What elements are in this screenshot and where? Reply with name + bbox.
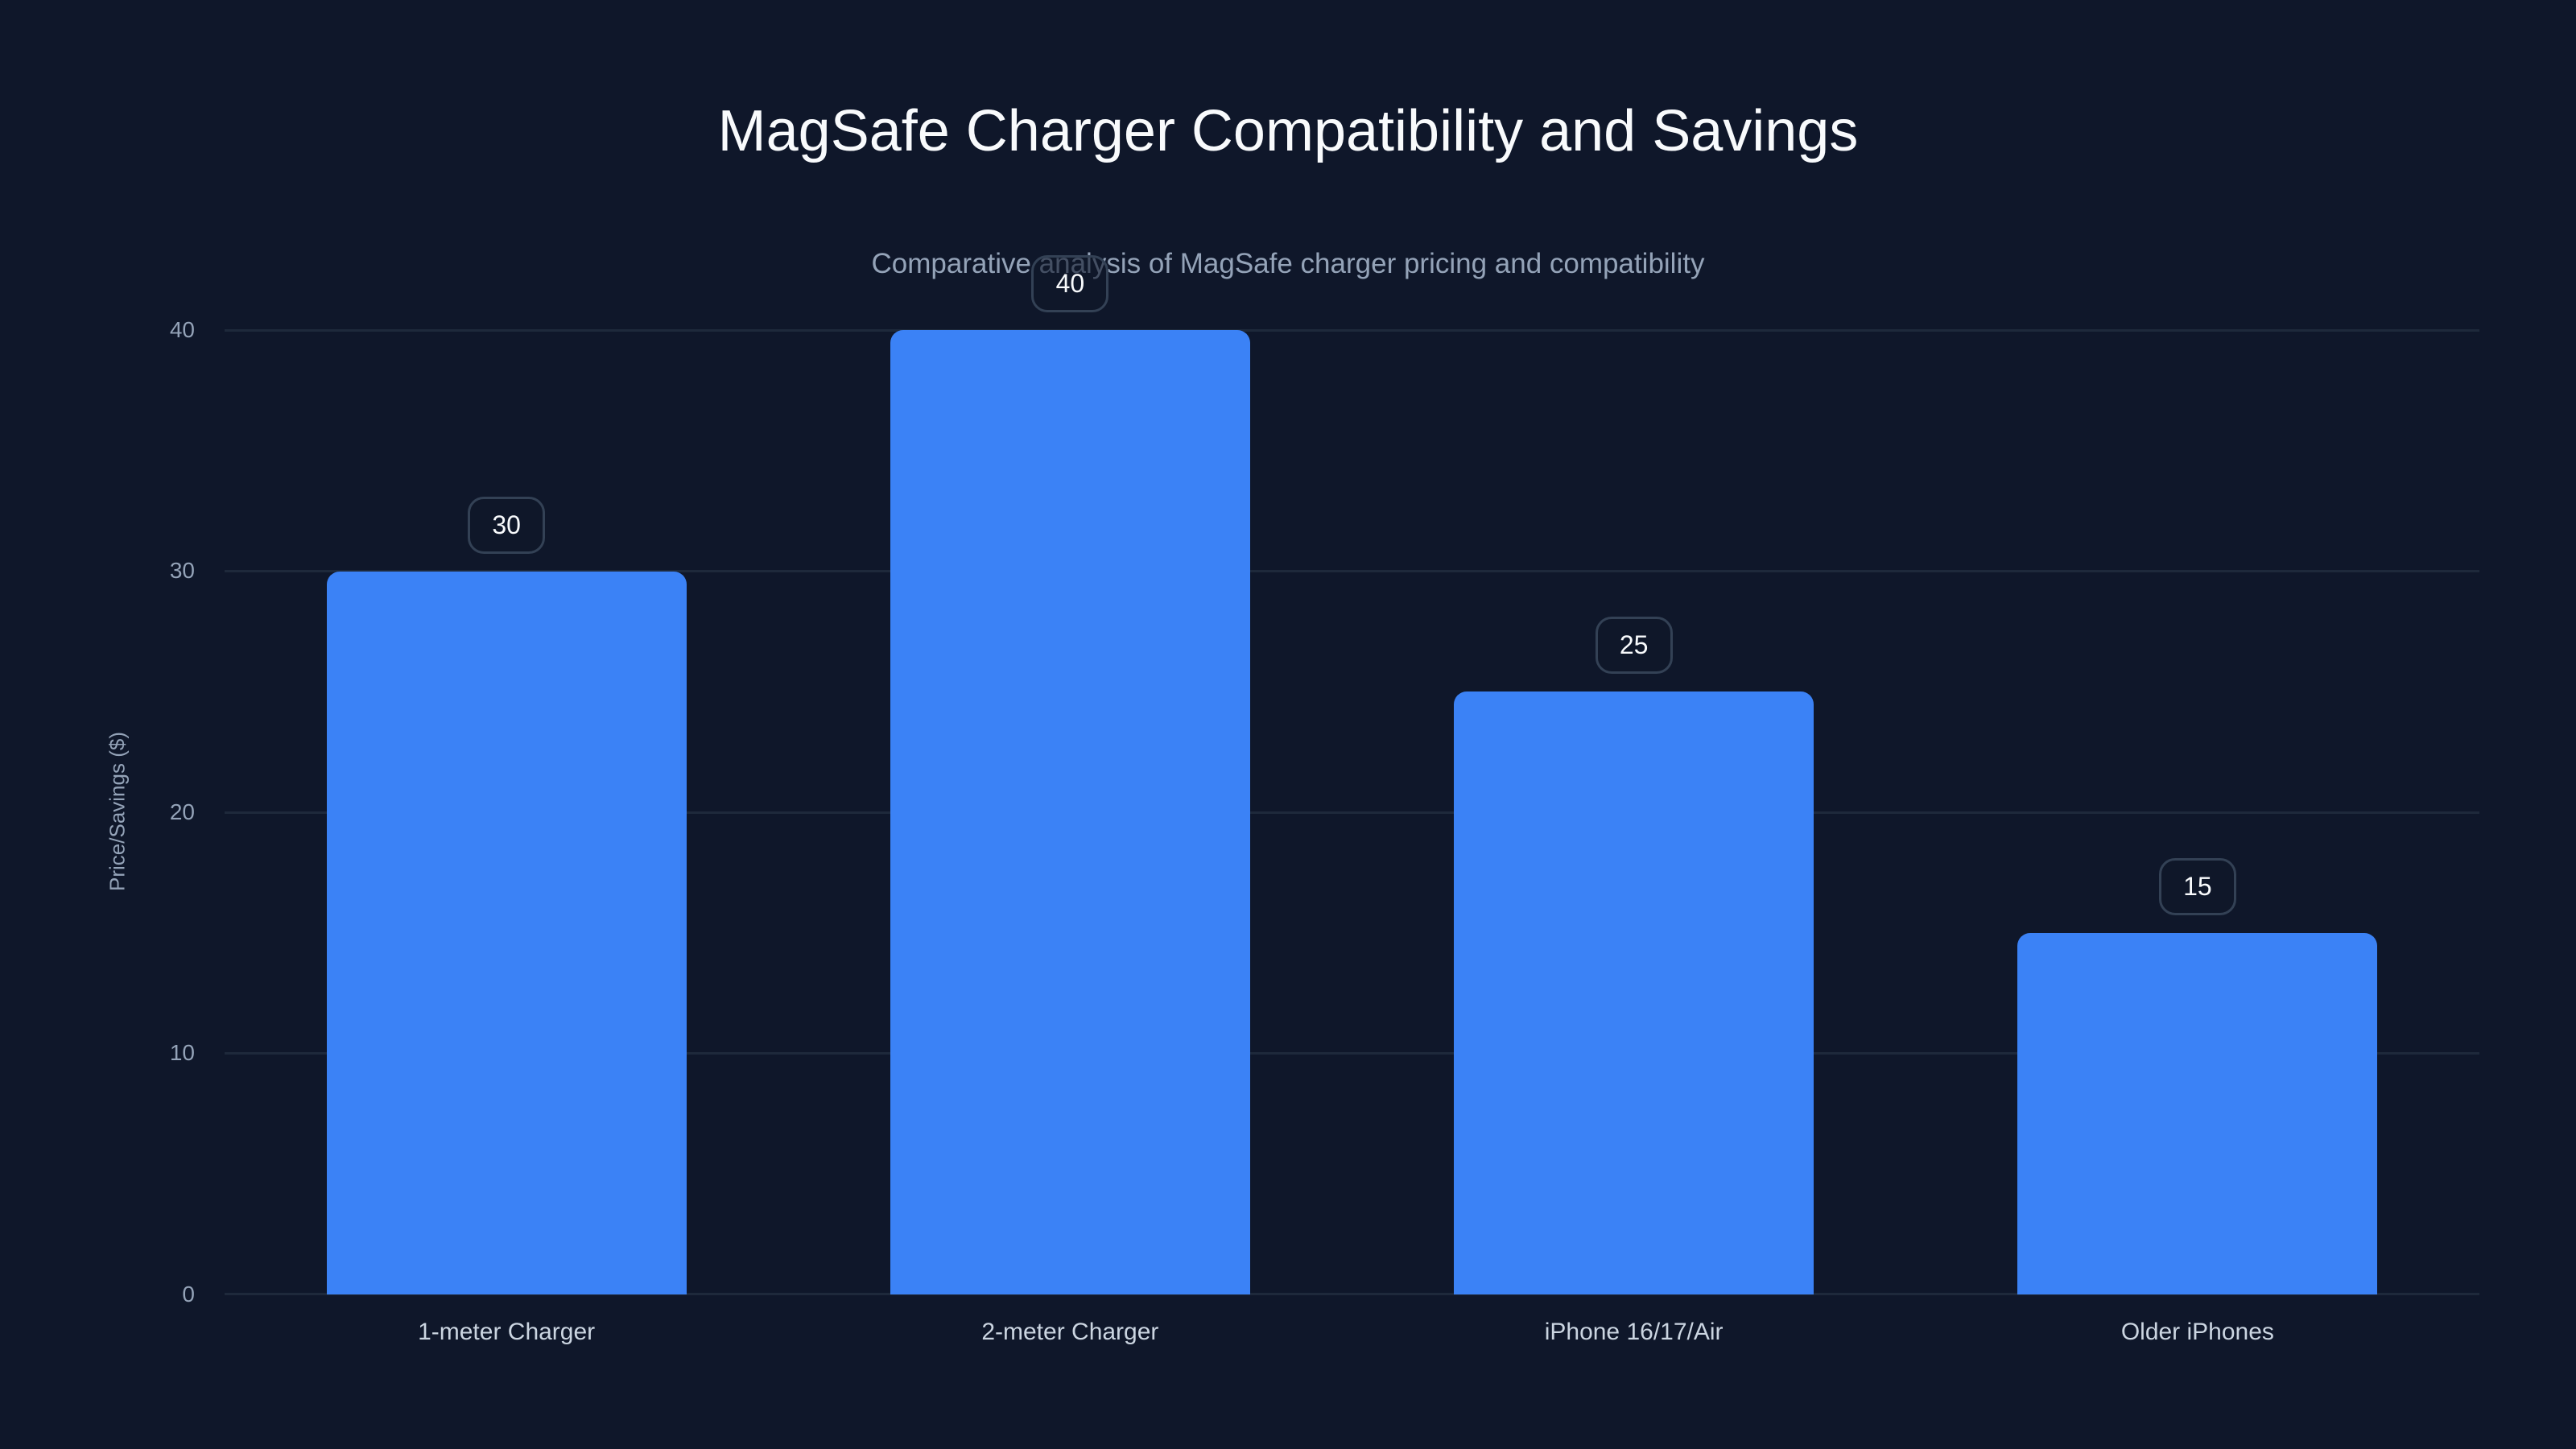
gridline-40	[225, 329, 2479, 332]
value-label: 40	[1031, 255, 1109, 312]
y-tick-10: 10	[169, 1040, 195, 1065]
chart-title: MagSafe Charger Compatibility and Saving…	[717, 99, 1859, 163]
x-tick-label: 1-meter Charger	[418, 1319, 596, 1345]
x-tick-label: Older iPhones	[2120, 1319, 2274, 1345]
value-label: 25	[1595, 617, 1673, 675]
value-label: 15	[2158, 857, 2236, 915]
y-tick-30: 30	[169, 558, 195, 583]
y-tick-20: 20	[169, 799, 195, 824]
chart-subtitle: Comparative analysis of MagSafe charger …	[871, 248, 1705, 279]
x-tick-label: 2-meter Charger	[981, 1319, 1159, 1345]
bar[interactable]	[2017, 932, 2378, 1294]
y-tick-40: 40	[169, 317, 195, 342]
bar[interactable]	[1454, 691, 1814, 1294]
y-axis-label: Price/Savings ($)	[105, 732, 130, 891]
value-label: 30	[468, 496, 546, 554]
bar[interactable]	[326, 571, 687, 1294]
gridline-20	[225, 811, 2479, 814]
gridline-30	[225, 570, 2479, 572]
y-tick-0: 0	[182, 1282, 195, 1307]
gridline-10	[225, 1052, 2479, 1055]
bar[interactable]	[890, 330, 1250, 1294]
plot-area: 40 30 20 10 0 30 40 25 15	[170, 255, 2479, 1307]
x-tick-label: iPhone 16/17/Air	[1544, 1319, 1724, 1345]
gridline-0	[225, 1293, 2479, 1295]
